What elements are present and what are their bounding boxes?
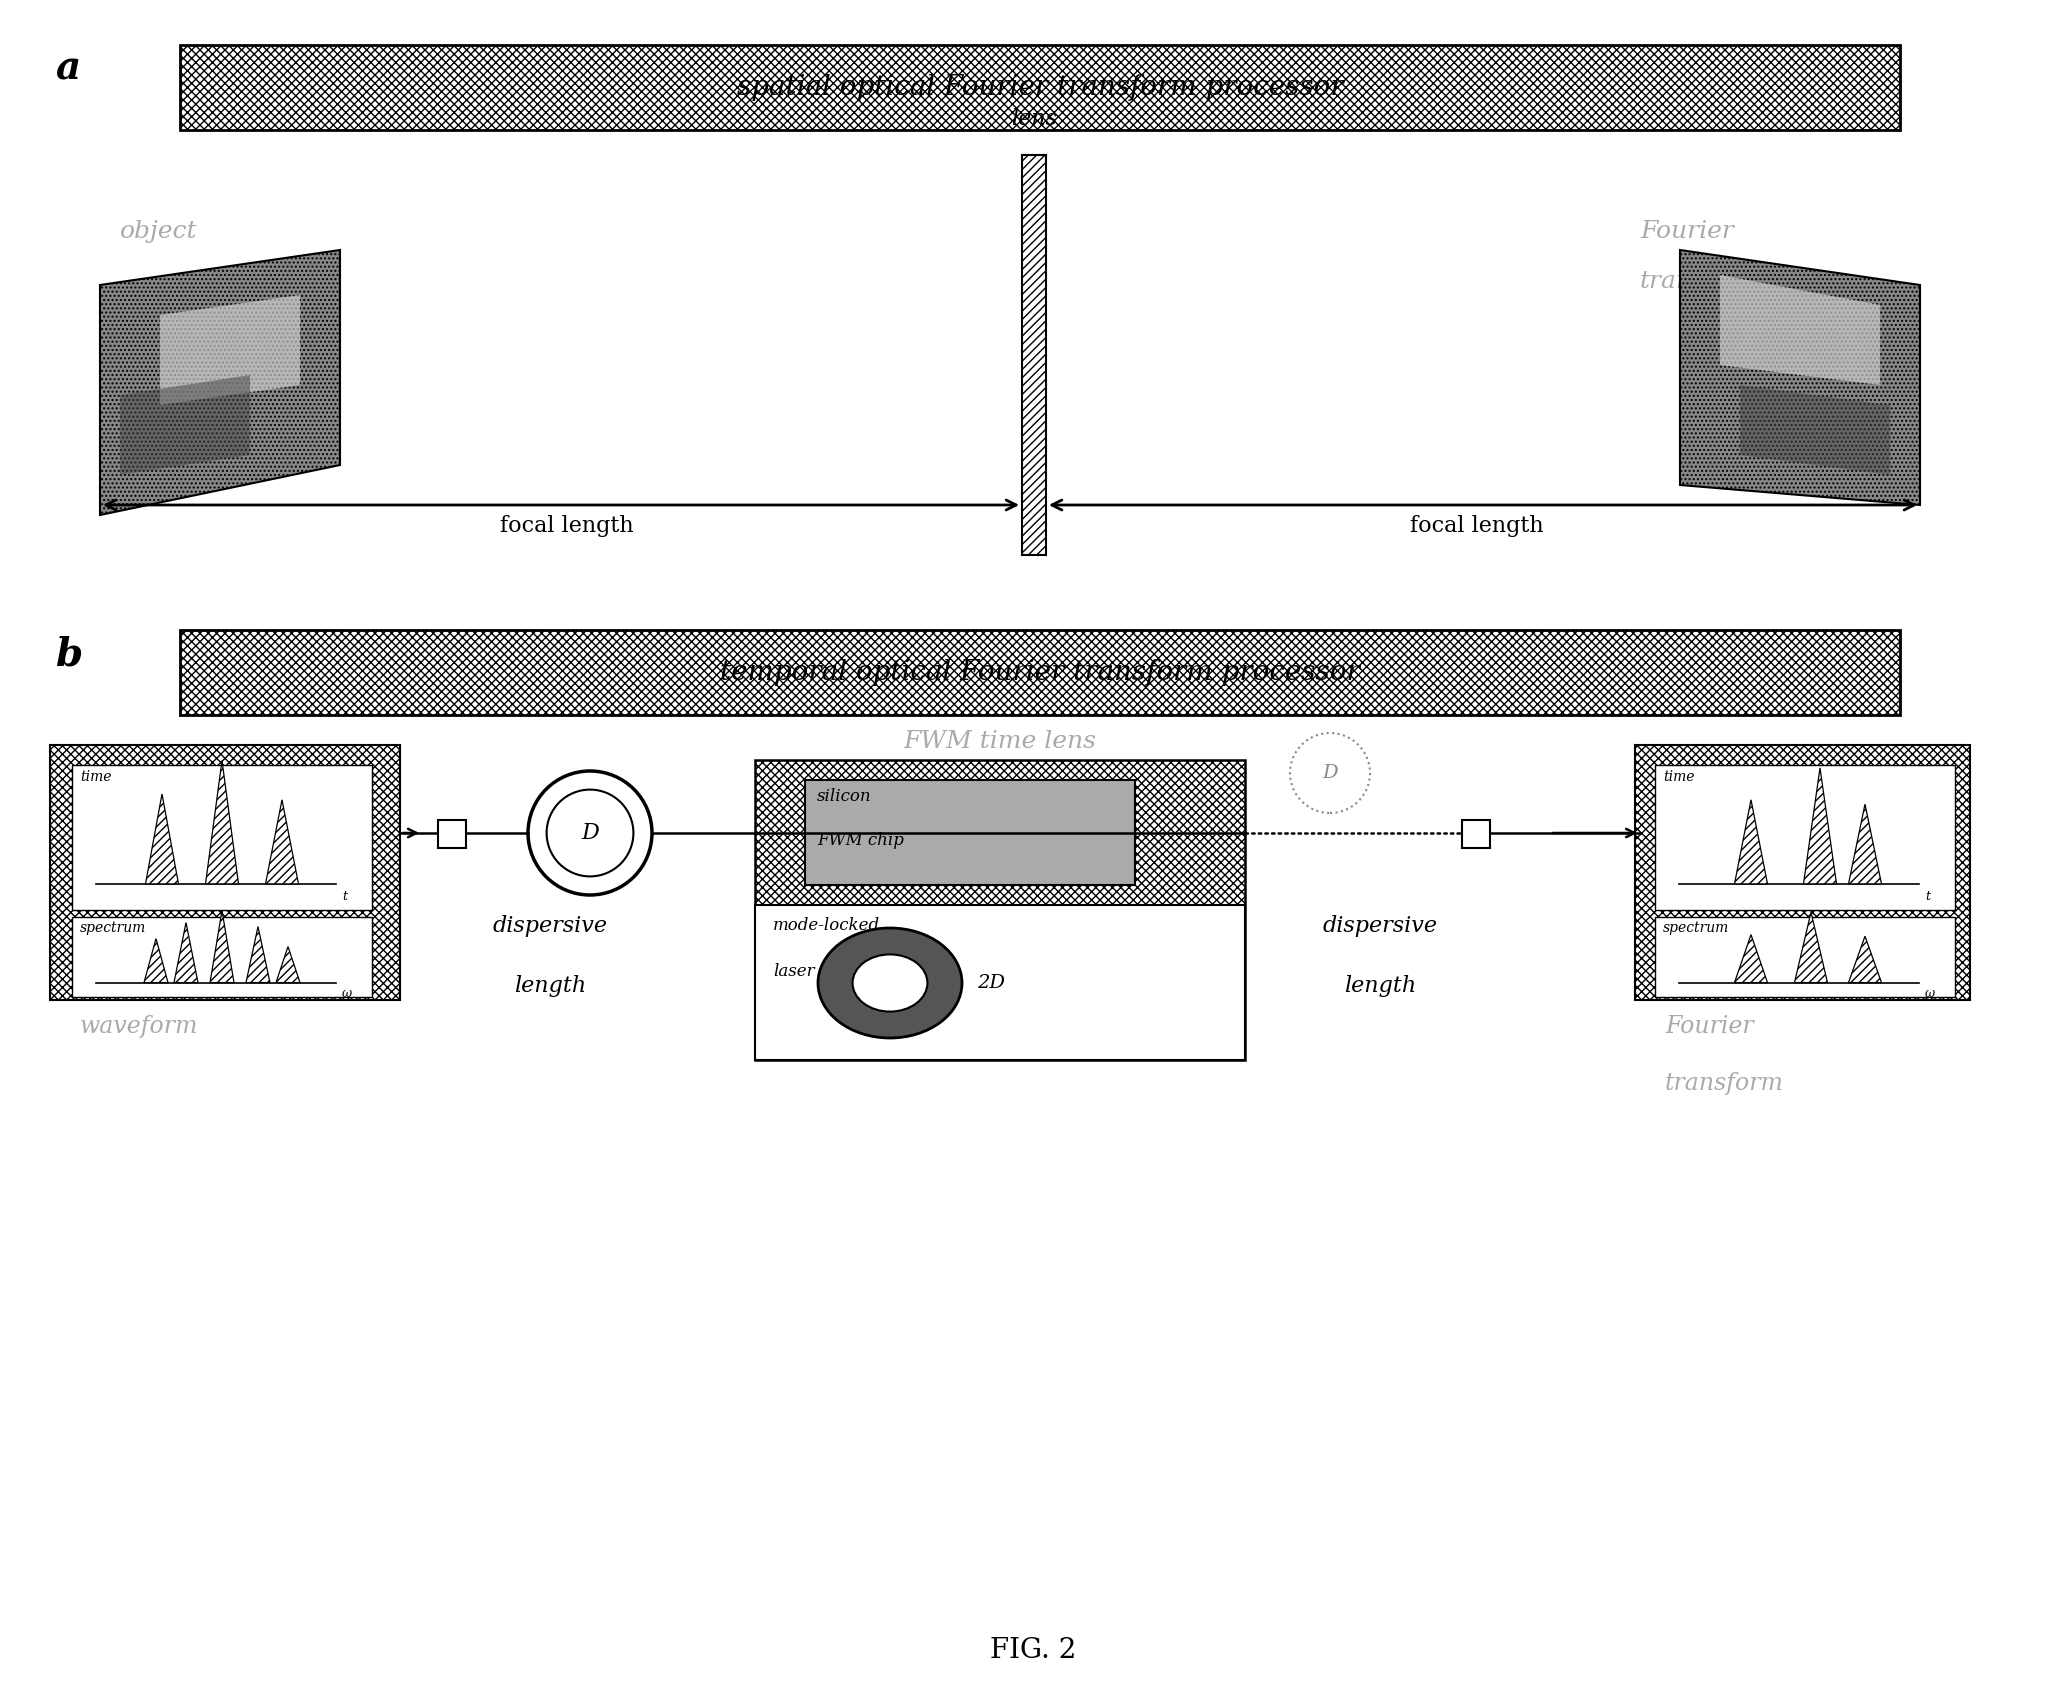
Polygon shape (277, 946, 300, 982)
Bar (50, 745, 401, 1001)
Text: lens: lens (1011, 107, 1056, 130)
Polygon shape (1740, 385, 1889, 476)
Polygon shape (1734, 934, 1767, 982)
Text: Fourier: Fourier (1639, 220, 1734, 244)
Bar (754, 760, 1244, 1061)
Bar (1656, 917, 1955, 997)
Ellipse shape (819, 928, 961, 1038)
Polygon shape (1804, 767, 1835, 883)
Polygon shape (99, 251, 339, 515)
Polygon shape (174, 922, 198, 982)
Text: focal length: focal length (1410, 515, 1544, 537)
Polygon shape (1848, 805, 1881, 883)
Bar (72, 917, 372, 997)
Text: ω: ω (341, 987, 351, 999)
Text: mode-locked: mode-locked (773, 917, 881, 934)
Text: waveform: waveform (81, 1014, 198, 1038)
Polygon shape (1794, 912, 1827, 982)
Bar (754, 905, 1244, 1061)
Text: b: b (56, 634, 83, 673)
Polygon shape (1680, 251, 1920, 505)
Bar (438, 820, 465, 847)
Polygon shape (145, 795, 178, 883)
Text: transform: transform (1666, 1072, 1784, 1095)
Bar (1656, 766, 1955, 910)
Text: temporal optical Fourier transform processor: temporal optical Fourier transform proce… (719, 660, 1360, 685)
Text: D: D (581, 822, 599, 844)
Text: FWM chip: FWM chip (816, 832, 903, 849)
Polygon shape (205, 760, 238, 883)
Text: spectrum: spectrum (1664, 921, 1730, 934)
Text: Fourier: Fourier (1666, 1014, 1753, 1038)
Text: object: object (120, 220, 198, 244)
Text: time: time (81, 771, 112, 784)
Polygon shape (120, 375, 250, 476)
Text: length: length (515, 975, 587, 997)
Polygon shape (145, 938, 167, 982)
Text: FWM time lens: FWM time lens (903, 730, 1096, 754)
Text: time: time (1664, 771, 1695, 784)
Polygon shape (265, 800, 298, 883)
Text: t: t (1924, 890, 1931, 904)
Polygon shape (246, 926, 271, 982)
Text: a: a (56, 49, 81, 89)
Text: dispersive: dispersive (492, 916, 608, 938)
Text: FIG. 2: FIG. 2 (990, 1637, 1077, 1664)
Text: spatial optical Fourier transform processor: spatial optical Fourier transform proces… (736, 73, 1344, 101)
Text: dispersive: dispersive (1323, 916, 1437, 938)
Text: length: length (1344, 975, 1416, 997)
Text: focal length: focal length (500, 515, 635, 537)
Bar (1461, 820, 1490, 847)
Text: transform: transform (1639, 269, 1765, 293)
Text: 2D: 2D (978, 974, 1005, 992)
Bar (804, 779, 1135, 885)
Text: ω: ω (1924, 987, 1935, 999)
Text: silicon: silicon (816, 788, 872, 805)
Text: laser: laser (773, 963, 814, 980)
Ellipse shape (852, 955, 928, 1011)
Polygon shape (1720, 275, 1881, 385)
Bar (72, 766, 372, 910)
Text: spectrum: spectrum (81, 921, 147, 934)
Bar (180, 44, 1900, 130)
Bar (1635, 745, 1970, 1001)
Text: D: D (1323, 764, 1337, 783)
Polygon shape (159, 295, 300, 406)
Polygon shape (1848, 936, 1881, 982)
Polygon shape (211, 910, 234, 982)
Polygon shape (1021, 155, 1046, 556)
Polygon shape (1734, 800, 1767, 883)
Bar (180, 631, 1900, 714)
Text: t: t (341, 890, 347, 904)
